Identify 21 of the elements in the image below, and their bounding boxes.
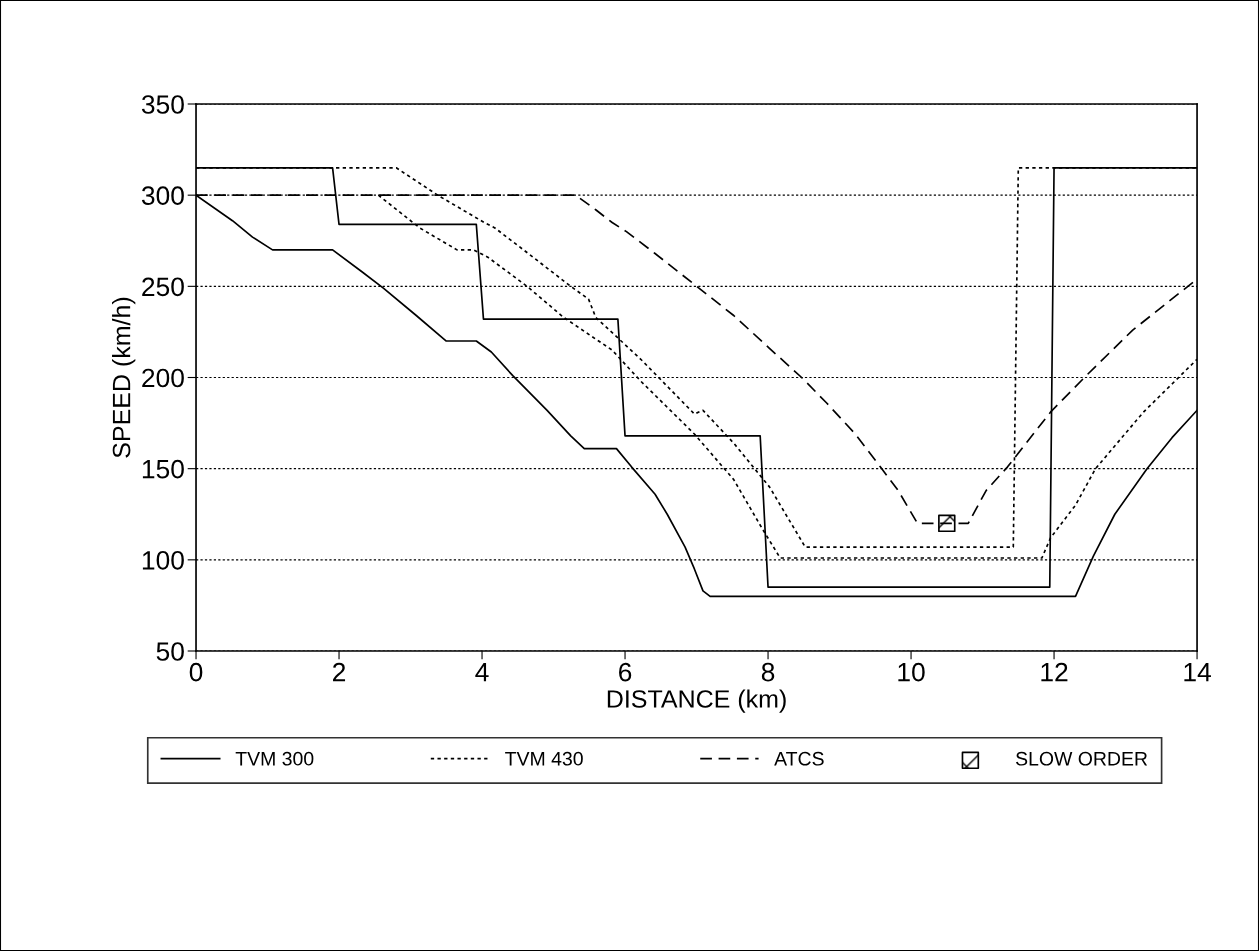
y-tick-label: 50 (156, 642, 184, 661)
y-tick-label: 250 (142, 277, 184, 297)
x-tick-label: 2 (333, 662, 346, 682)
legend-label: ATCS (774, 751, 824, 766)
y-tick-label: 300 (141, 186, 184, 205)
x-tick-label: 8 (761, 662, 775, 682)
x-tick-label: 10 (898, 662, 925, 682)
y-axis-title: SPEED (km/h) (112, 297, 136, 458)
legend-label: SLOW ORDER (1016, 751, 1148, 766)
x-tick-label: 0 (189, 662, 203, 682)
y-tick-label: 350 (141, 95, 184, 114)
x-tick-label: 12 (1041, 662, 1068, 682)
x-tick-label: 4 (475, 663, 489, 682)
y-tick-label: 200 (142, 368, 184, 388)
x-axis-title: DISTANCE (km) (607, 689, 786, 713)
x-tick-label: 14 (1184, 663, 1211, 682)
y-tick-label: 150 (142, 459, 184, 479)
legend-label: TVM 300 (235, 751, 314, 766)
y-tick-label: 100 (142, 550, 184, 570)
legend-label: TVM 430 (505, 751, 583, 766)
x-tick-label: 6 (619, 662, 632, 682)
